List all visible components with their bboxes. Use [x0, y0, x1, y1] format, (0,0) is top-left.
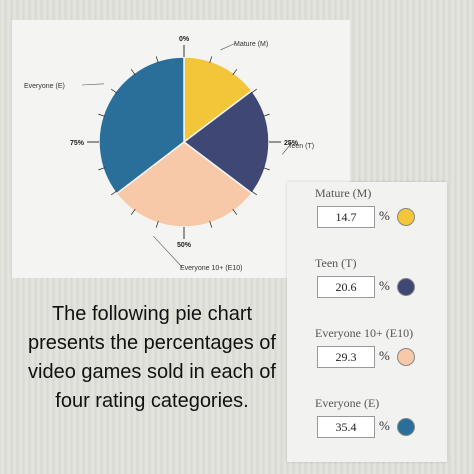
percent-sign: %: [379, 208, 390, 223]
minor-tick: [250, 88, 258, 94]
minor-tick: [130, 68, 136, 76]
leader-line: [220, 42, 237, 51]
leader-line: [281, 144, 291, 155]
minor-tick: [98, 167, 106, 171]
percent-sign: %: [379, 278, 390, 293]
minor-tick: [110, 88, 118, 94]
label-everyone-10: Everyone 10+ (E10): [180, 265, 242, 272]
minor-tick: [232, 208, 238, 216]
minor-tick: [98, 113, 106, 117]
pie-chart-panel: 0% 25% 50% 75% Mature (M) Teen (T) Everyone 10…: [12, 20, 350, 278]
minor-tick: [209, 220, 213, 228]
mature-color-swatch: [397, 208, 415, 226]
slice-teen: [182, 89, 270, 195]
entry-label-everyone-10: Everyone 10+ (E10): [315, 326, 414, 340]
minor-tick: [110, 190, 118, 196]
minor-tick: [262, 167, 270, 171]
slice-mature: [183, 56, 253, 144]
minor-tick: [250, 190, 258, 196]
minor-tick: [232, 68, 238, 76]
percent-sign: %: [379, 348, 390, 363]
entry-label-mature: Mature (M): [315, 186, 372, 200]
tick-label: 25%: [284, 140, 299, 147]
everyone-percent-input[interactable]: 35.4: [317, 416, 375, 438]
label-mature: Mature (M): [234, 41, 268, 48]
label-teen: Teen (T): [288, 143, 314, 150]
leader-line: [81, 83, 104, 86]
pie-chart: 0% 25% 50% 75% Mature (M) Teen (T) Everyone 10…: [24, 36, 314, 272]
tick-label: 50%: [177, 242, 192, 249]
minor-tick: [130, 208, 136, 216]
percent-sign: %: [379, 418, 390, 433]
slice-everyone: [98, 56, 185, 195]
everyone-color-swatch: [397, 418, 415, 436]
label-everyone: Everyone (E): [24, 83, 65, 90]
entry-label-teen: Teen (T): [315, 256, 357, 270]
teen-color-swatch: [397, 278, 415, 296]
leader-line: [153, 235, 183, 268]
mature-percent-input[interactable]: 14.7: [317, 206, 375, 228]
caption-text: The following pie chart presents the per…: [28, 303, 276, 412]
tick-label: 0%: [179, 36, 190, 43]
minor-tick: [262, 113, 270, 117]
entry-label-everyone: Everyone (E): [315, 396, 380, 410]
answer-entry-panel: Mature (M) 14.7 % Teen (T) 20.6 % Everyo…: [287, 182, 447, 462]
everyone-10-percent-input[interactable]: 29.3: [317, 346, 375, 368]
teen-percent-input[interactable]: 20.6: [317, 276, 375, 298]
tick-label: 75%: [70, 140, 85, 147]
minor-tick: [209, 56, 213, 64]
slice-everyone-10: [115, 141, 253, 228]
minor-tick: [155, 56, 159, 64]
minor-tick: [155, 220, 159, 228]
everyone-10-color-swatch: [397, 348, 415, 366]
